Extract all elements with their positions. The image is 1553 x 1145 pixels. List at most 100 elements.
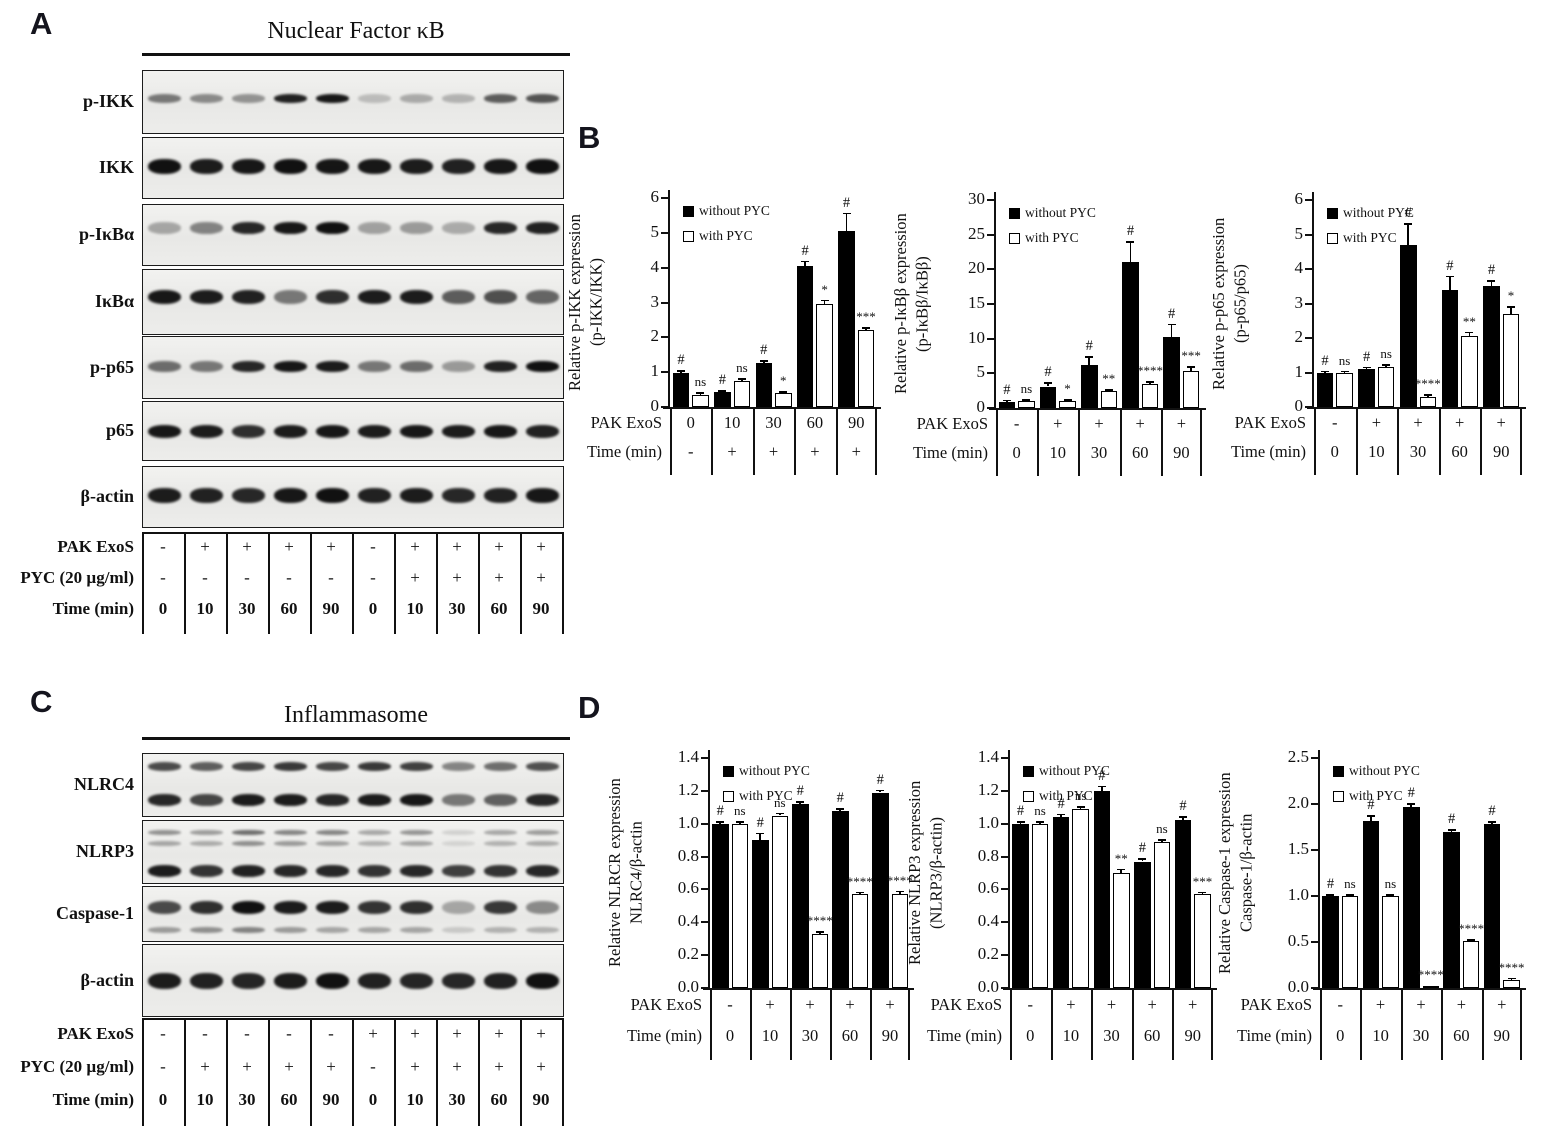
y-tick-label: 0 <box>650 396 660 415</box>
blot-band <box>357 761 391 771</box>
significance-label: ns <box>694 374 707 390</box>
blot-band <box>315 793 349 806</box>
y-axis-title: Relative Caspase-1 expression Caspase-1/β… <box>1214 752 1264 994</box>
blot-band <box>189 424 223 438</box>
significance-label: # <box>718 371 726 388</box>
y-axis-title-line: (p-IKK/IKK) <box>586 258 606 347</box>
significance-label: *** <box>1181 348 1201 364</box>
significance-label: **** <box>886 872 913 888</box>
chart-table-divider <box>670 409 672 475</box>
blot-band <box>189 94 223 104</box>
error-bar-line <box>1468 332 1471 337</box>
blot-band <box>147 793 181 806</box>
blot-band <box>357 864 391 877</box>
condition-row-label: PAK ExoS <box>57 536 134 556</box>
y-axis <box>1008 750 1010 988</box>
blot-band <box>525 793 559 806</box>
significance-label: # <box>1138 840 1146 857</box>
blot-band <box>399 864 433 877</box>
bar-without-pyc <box>1316 373 1334 407</box>
condition-row-label: PYC (20 µg/ml) <box>20 1056 134 1076</box>
y-tick-label: 2 <box>650 326 660 346</box>
condition-cell: 60 <box>280 598 298 618</box>
error-bar-cap <box>1326 894 1335 896</box>
significance-label: # <box>1321 352 1329 369</box>
blot-band <box>147 927 181 934</box>
blot-box <box>142 137 564 199</box>
blot-band <box>525 289 559 304</box>
bar-without-pyc <box>1039 386 1057 408</box>
y-tick-mark <box>1001 822 1009 825</box>
significance-label: # <box>756 814 764 831</box>
chart-condition-row-label: Time (min) <box>926 1025 1002 1045</box>
y-tick-label: 20 <box>968 258 985 278</box>
chart-condition-cell: + <box>768 441 779 461</box>
condition-cell: 30 <box>448 598 466 618</box>
error-bar-cap <box>737 378 746 381</box>
y-tick-mark <box>987 268 995 271</box>
bar-with-pyc <box>1141 383 1159 408</box>
bar-without-pyc <box>1403 806 1420 988</box>
blot-band <box>147 829 181 835</box>
legend-label: with PYC <box>1349 788 1403 803</box>
bar-without-pyc <box>1174 820 1192 988</box>
bar-without-pyc <box>1012 823 1029 988</box>
blot-row-label: NLRP3 <box>76 841 134 861</box>
blot-band <box>483 94 517 104</box>
significance-label: **** <box>1417 966 1444 982</box>
chart-condition-cell: 90 <box>1173 442 1190 462</box>
blot-row-label: β-actin <box>80 486 134 506</box>
chart-condition-row-label: Time (min) <box>586 441 662 461</box>
y-tick-mark <box>1305 268 1313 270</box>
y-tick-mark <box>701 888 709 891</box>
blot-band <box>525 488 559 504</box>
y-tick-mark <box>1001 954 1009 957</box>
legend-label: with PYC <box>739 788 793 803</box>
chart-table-divider <box>794 409 797 475</box>
condition-cell: + <box>494 1023 504 1043</box>
error-bar-line <box>845 213 848 232</box>
y-axis-title: Relative p-IKK expression (p-IKK/IKK) <box>564 192 614 413</box>
legend-label: with PYC <box>1039 788 1093 803</box>
chart-condition-cell: + <box>1496 412 1506 432</box>
chart-table-divider <box>1480 409 1483 475</box>
y-axis <box>708 750 710 988</box>
error-bar-cap <box>1016 821 1025 823</box>
error-bar-cap <box>1340 370 1349 373</box>
legend-marker-filled <box>683 205 694 217</box>
blot-band <box>399 488 433 504</box>
table-divider <box>394 532 396 634</box>
blot-band <box>231 829 265 835</box>
bar-with-pyc <box>811 933 828 988</box>
chart-table-divider <box>1119 410 1122 476</box>
y-tick-label: 1.4 <box>977 747 999 766</box>
chart-table-divider <box>1172 990 1175 1060</box>
error-bar-line <box>1510 306 1512 314</box>
chart-condition-cell: 0 <box>686 412 695 432</box>
legend-marker-open <box>1009 232 1020 244</box>
bar-without-pyc <box>1443 831 1460 988</box>
bar-with-pyc <box>1341 896 1359 988</box>
y-axis-title: Relative NLRCR expression NLRC4/β-actin <box>604 752 654 994</box>
blot-band <box>399 829 433 835</box>
y-axis <box>1318 750 1320 988</box>
blot-band <box>147 840 181 846</box>
chart-table-divider <box>1400 990 1403 1060</box>
y-axis <box>994 192 996 408</box>
y-tick-mark <box>1001 987 1009 989</box>
y-tick-label: 0.0 <box>977 977 999 996</box>
table-divider <box>226 1018 228 1126</box>
error-bar-cap <box>1404 223 1413 225</box>
legend-item: without PYC <box>1023 763 1110 779</box>
x-axis <box>989 408 1206 410</box>
error-bar-cap <box>1104 388 1113 391</box>
error-bar-cap <box>820 299 829 302</box>
legend-marker-filled <box>1009 207 1020 219</box>
y-axis-title-line: Relative p-IKK expression <box>565 214 584 391</box>
chart-condition-cell: 30 <box>1409 441 1427 461</box>
table-divider <box>436 1018 438 1126</box>
blot-band <box>441 94 475 104</box>
error-bar-cap <box>1488 821 1497 823</box>
chart-condition-cell: 30 <box>1412 1025 1430 1045</box>
y-axis-title-line: Relative p-IκBβ expression <box>891 213 910 395</box>
